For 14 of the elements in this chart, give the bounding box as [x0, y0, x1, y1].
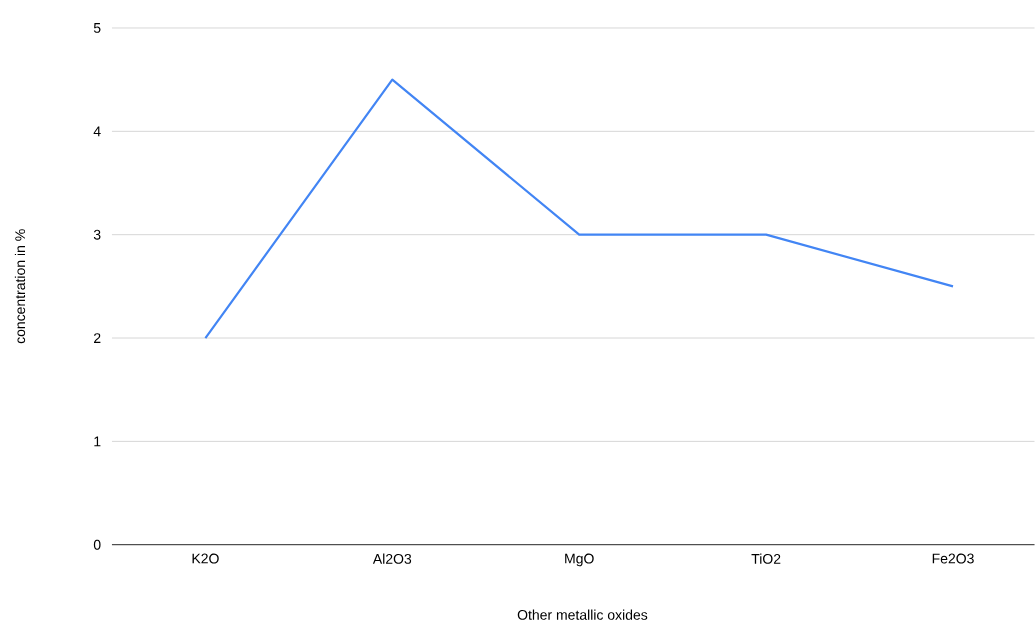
y-tick-label: 5 — [93, 23, 101, 34]
line-series — [204, 78, 955, 340]
y-axis-title: concentration in % — [14, 229, 26, 344]
x-tick-label: K2O — [192, 553, 219, 564]
y-tick-label: 0 — [93, 539, 101, 550]
y-tick-label: 1 — [94, 436, 101, 447]
x-tick-label: TiO2 — [751, 553, 781, 565]
y-tick-label: 2 — [94, 333, 101, 344]
x-tick-label: Al2O3 — [372, 553, 412, 565]
x-axis-title: Other metallic oxides — [517, 609, 648, 620]
x-tick-label: Fe2O3 — [932, 553, 974, 564]
x-tick-label: MgO — [565, 553, 594, 567]
y-tick-label: 4 — [93, 126, 101, 137]
y-tick-label: 3 — [93, 229, 101, 240]
